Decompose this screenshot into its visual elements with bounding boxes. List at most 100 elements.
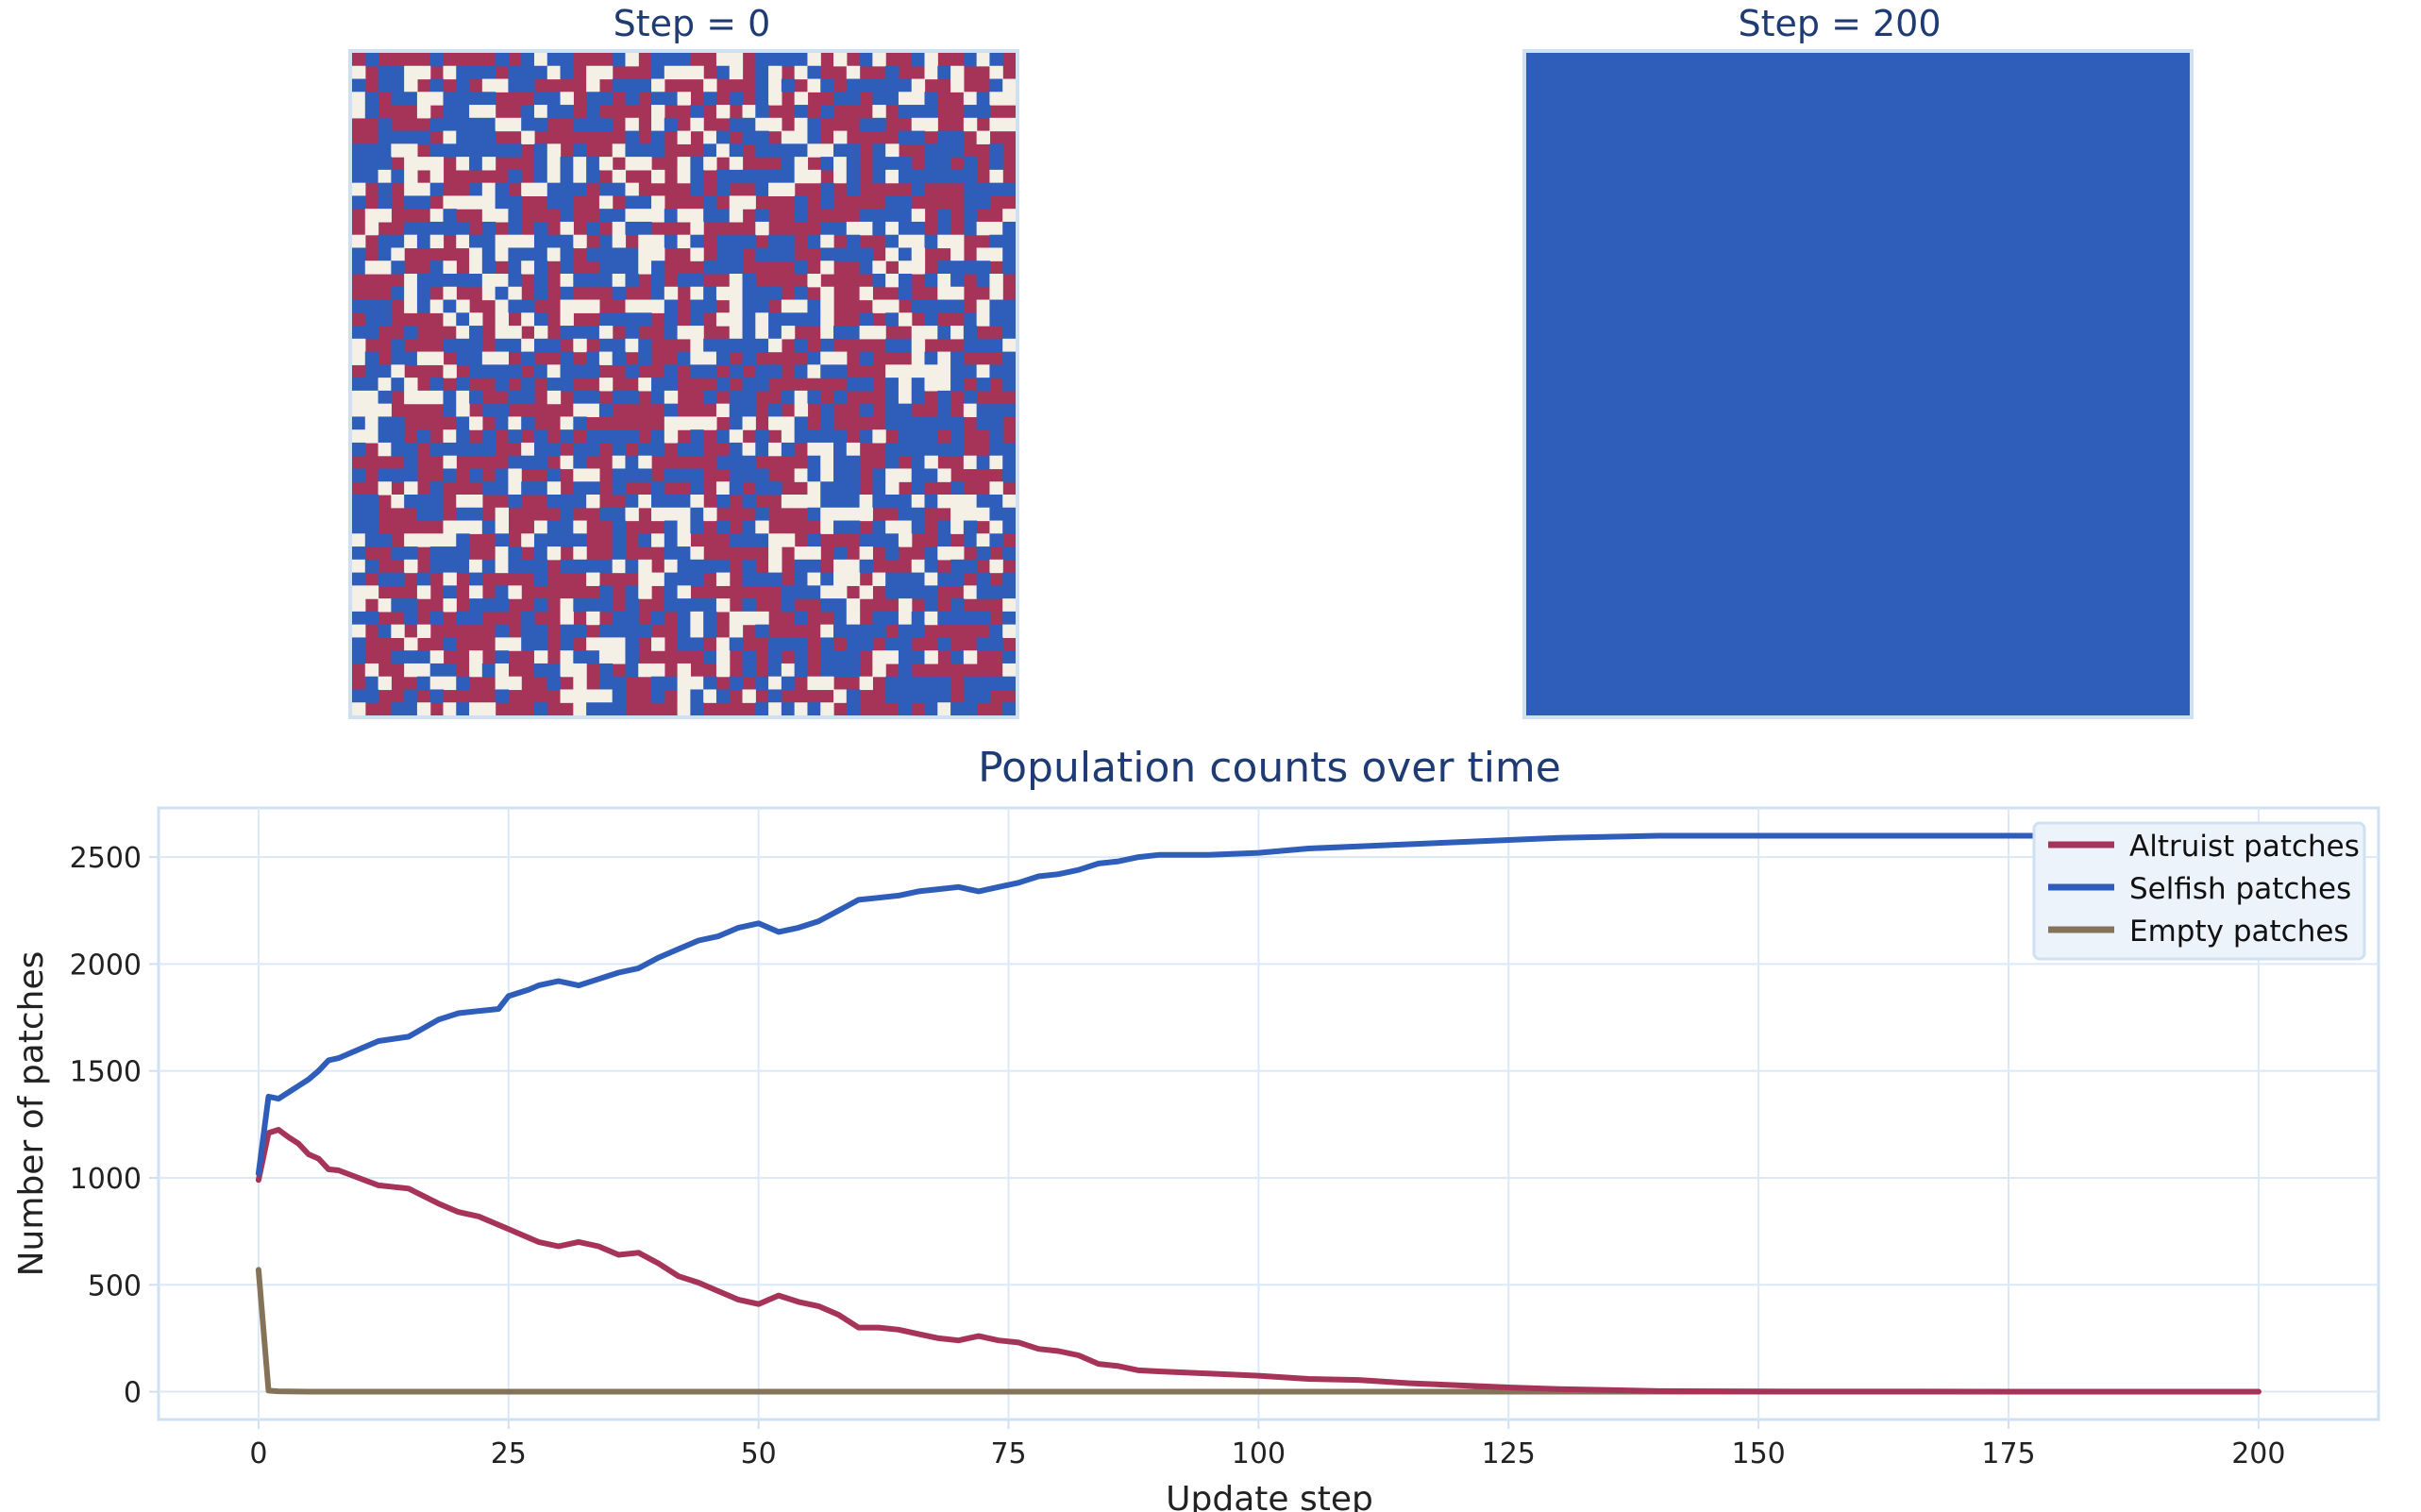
grid-cell [533, 247, 548, 261]
grid-cell [937, 702, 951, 716]
grid-cell [625, 495, 639, 509]
grid-cell [924, 312, 938, 327]
grid-cell [352, 378, 366, 392]
grid-cell [690, 637, 704, 651]
grid-cell [573, 143, 587, 158]
grid-cell [742, 455, 756, 470]
grid-cell [598, 663, 614, 678]
grid-cell [976, 182, 991, 197]
grid-cell [429, 53, 445, 67]
grid-cell [560, 286, 574, 301]
grid-cell [664, 546, 679, 561]
grid-cell [404, 78, 418, 92]
grid-cell [781, 533, 796, 547]
grid-cell [352, 92, 366, 106]
grid-cell [573, 533, 587, 547]
grid-cell [1002, 572, 1017, 586]
grid-cell [950, 286, 965, 301]
grid-cell [404, 468, 418, 482]
grid-cell [677, 598, 691, 613]
grid-cell [625, 117, 639, 132]
grid-cell [416, 676, 431, 691]
grid-cell [768, 572, 782, 586]
grid-cell [677, 157, 691, 171]
grid-cell [560, 312, 574, 327]
grid-cell [586, 559, 600, 574]
grid-cell [989, 299, 1003, 313]
grid-cell [469, 390, 483, 405]
grid-cell [846, 572, 861, 586]
grid-cell [443, 286, 457, 301]
grid-cell [846, 182, 861, 197]
grid-cell [976, 572, 991, 586]
grid-cell [677, 559, 691, 574]
grid-cell [885, 637, 899, 651]
grid-cell [715, 455, 731, 470]
grid-cell [573, 169, 587, 184]
grid-cell [715, 481, 731, 496]
grid-cell [573, 364, 587, 378]
grid-cell [625, 274, 639, 288]
grid-cell [612, 274, 627, 288]
grid-cell [872, 624, 886, 639]
grid-cell [598, 117, 614, 132]
grid-cell [677, 546, 691, 561]
grid-cell [729, 157, 744, 171]
grid-cell [495, 364, 510, 378]
grid-cell [742, 495, 756, 509]
grid-cell [612, 533, 627, 547]
grid-cell [872, 572, 886, 586]
grid-cell [950, 559, 965, 574]
grid-cell [443, 92, 457, 106]
grid-cell [546, 481, 562, 496]
grid-cell [950, 598, 965, 613]
grid-cell [807, 78, 821, 92]
grid-cell [742, 533, 756, 547]
grid-cell [715, 143, 731, 158]
grid-cell [664, 598, 679, 613]
grid-cell [625, 182, 639, 197]
grid-cell [729, 209, 744, 223]
grid-cell [573, 468, 587, 482]
grid-cell [1002, 326, 1017, 340]
grid-cell [469, 117, 483, 132]
grid-cell [364, 53, 379, 67]
grid-cell [443, 130, 457, 144]
grid-cell [469, 663, 483, 678]
grid-cell [625, 390, 639, 405]
grid-cell [560, 105, 574, 119]
grid-cell [729, 260, 744, 275]
grid-cell [481, 702, 496, 716]
grid-cell [794, 117, 809, 132]
grid-cell [586, 702, 600, 716]
grid-cell [715, 663, 731, 678]
grid-cell [508, 221, 522, 236]
grid-cell [364, 507, 379, 522]
grid-cell [612, 247, 627, 261]
grid-cell [924, 299, 938, 313]
grid-cell [546, 442, 562, 457]
grid-cell [885, 689, 899, 703]
grid-cell [1002, 611, 1017, 626]
grid-cell [885, 533, 899, 547]
grid-cell [481, 286, 496, 301]
grid-cell [378, 195, 392, 210]
grid-cell [481, 598, 496, 613]
grid-cell [859, 507, 873, 522]
grid-cell [729, 274, 744, 288]
grid-cell [846, 455, 861, 470]
grid-cell [690, 65, 704, 80]
grid-cell [715, 338, 731, 353]
grid-cell [989, 364, 1003, 378]
grid-cell [924, 676, 938, 691]
grid-cell [715, 429, 731, 444]
grid-cell [573, 157, 587, 171]
grid-cell [612, 468, 627, 482]
grid-cell [364, 299, 379, 313]
grid-cell [364, 326, 379, 340]
grid-cell [976, 495, 991, 509]
grid-cell [768, 169, 782, 184]
grid-cell [546, 182, 562, 197]
grid-cell [872, 221, 886, 236]
grid-cell [898, 624, 913, 639]
